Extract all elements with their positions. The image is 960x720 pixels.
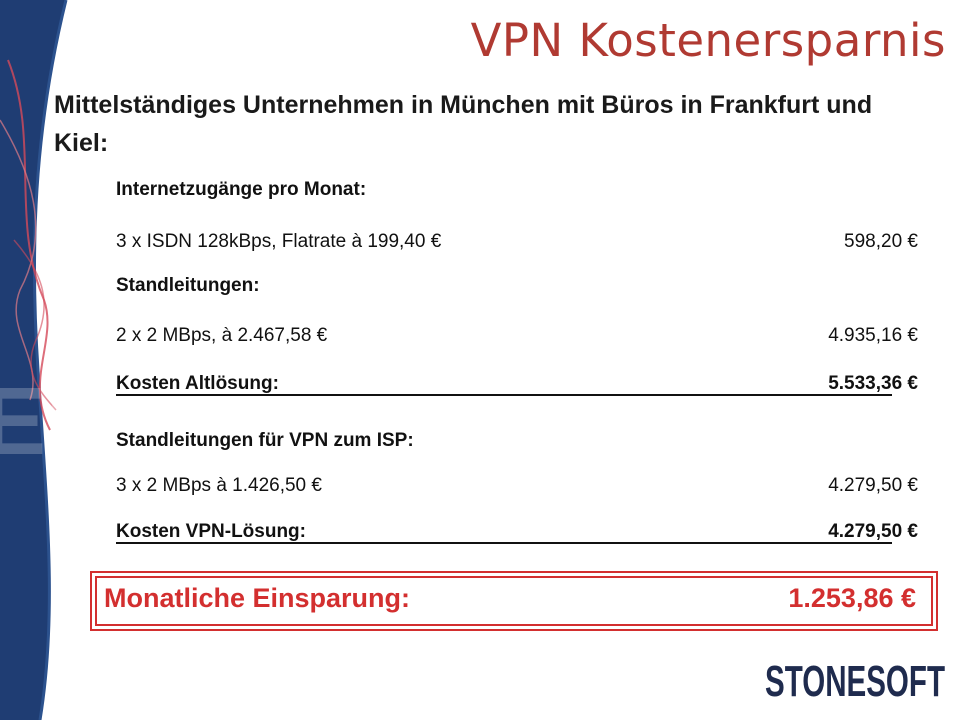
row-label: Internetzugänge pro Monat:	[116, 179, 367, 200]
slide-subtitle: Mittelständiges Unternehmen in München m…	[54, 91, 873, 157]
monthly-savings-box: Monatliche Einsparung: 1.253,86 €	[90, 571, 938, 631]
svg-text:ES: ES	[0, 368, 110, 475]
total-underline	[116, 394, 892, 396]
row-amount: 4.279,50 €	[828, 521, 918, 542]
total-row-vpn: Kosten VPN-Lösung: 4.279,50 €	[116, 518, 918, 546]
row-label: 3 x ISDN 128kBps, Flatrate à 199,40 €	[116, 231, 442, 252]
total-row-legacy: Kosten Altlösung: 5.533,36 €	[116, 370, 918, 398]
row-label: Kosten Altlösung:	[116, 373, 279, 394]
savings-label: Monatliche Einsparung:	[104, 583, 411, 613]
row-label: 2 x 2 MBps, à 2.467,58 €	[116, 325, 328, 346]
savings-amount: 1.253,86 €	[788, 583, 916, 613]
slide-title: VPN Kostenersparnis	[470, 14, 946, 67]
total-underline	[116, 542, 892, 544]
cost-row-isdn: 3 x ISDN 128kBps, Flatrate à 199,40 € 59…	[116, 228, 918, 256]
row-amount: 4.935,16 €	[828, 325, 918, 346]
heading-vpn-lines: Standleitungen für VPN zum ISP:	[116, 427, 918, 455]
row-amount: 5.533,36 €	[828, 373, 918, 394]
heading-internet-access: Internetzugänge pro Monat:	[116, 176, 918, 204]
heading-leased-lines: Standleitungen:	[116, 272, 918, 300]
savings-inner-border	[95, 576, 933, 626]
cost-row-leased-lines: 2 x 2 MBps, à 2.467,58 € 4.935,16 €	[116, 322, 918, 350]
stonesoft-logo: STONESOFT	[765, 657, 945, 706]
svg-text:STONESOFT: STONESOFT	[765, 657, 945, 706]
cost-row-vpn-lines: 3 x 2 MBps à 1.426,50 € 4.279,50 €	[116, 472, 918, 500]
row-label: Standleitungen für VPN zum ISP:	[116, 430, 414, 451]
row-label: Standleitungen:	[116, 275, 260, 296]
row-label: Kosten VPN-Lösung:	[116, 521, 306, 542]
row-label: 3 x 2 MBps à 1.426,50 €	[116, 475, 322, 496]
row-amount: 598,20 €	[844, 231, 918, 252]
row-amount: 4.279,50 €	[828, 475, 918, 496]
